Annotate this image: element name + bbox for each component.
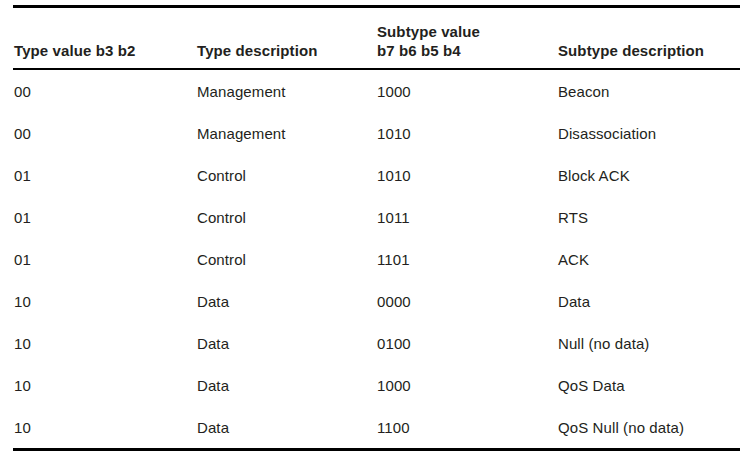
cell-type-value: 10	[13, 364, 196, 406]
cell-subtype-description: Null (no data)	[557, 322, 740, 364]
cell-type-value: 01	[13, 196, 196, 238]
cell-subtype-description: Disassociation	[557, 112, 740, 154]
cell-subtype-description: RTS	[557, 196, 740, 238]
cell-subtype-value: 1100	[376, 406, 557, 450]
cell-subtype-value: 1101	[376, 238, 557, 280]
cell-subtype-description: Block ACK	[557, 154, 740, 196]
column-header-subtype-value: Subtype value b7 b6 b5 b4	[376, 7, 557, 70]
table-row: 00Management1000Beacon	[13, 69, 740, 112]
table-body: 00Management1000Beacon00Management1010Di…	[13, 69, 740, 450]
frame-type-table: Type value b3 b2 Type description Subtyp…	[13, 5, 740, 451]
column-header-label: Subtype description	[558, 42, 704, 59]
cell-type-description: Management	[196, 112, 376, 154]
cell-subtype-value: 1000	[376, 69, 557, 112]
cell-type-value: 10	[13, 280, 196, 322]
table-row: 00Management1010Disassociation	[13, 112, 740, 154]
column-header-subtype-description: Subtype description	[557, 7, 740, 70]
cell-type-value: 10	[13, 322, 196, 364]
table-row: 10Data1000QoS Data	[13, 364, 740, 406]
cell-type-description: Control	[196, 238, 376, 280]
cell-subtype-description: Data	[557, 280, 740, 322]
cell-type-description: Data	[196, 406, 376, 450]
table-row: 01Control1010Block ACK	[13, 154, 740, 196]
cell-subtype-value: 1011	[376, 196, 557, 238]
column-header-label: Type value b3 b2	[14, 42, 135, 59]
cell-subtype-value: 0100	[376, 322, 557, 364]
table-row: 10Data0100Null (no data)	[13, 322, 740, 364]
column-header-label-line2: b7 b6 b5 b4	[377, 42, 461, 59]
cell-type-description: Data	[196, 322, 376, 364]
cell-type-value: 00	[13, 112, 196, 154]
cell-type-description: Management	[196, 69, 376, 112]
cell-subtype-value: 0000	[376, 280, 557, 322]
cell-subtype-description: ACK	[557, 238, 740, 280]
cell-subtype-description: Beacon	[557, 69, 740, 112]
table-row: 10Data0000Data	[13, 280, 740, 322]
table-row: 01Control1101ACK	[13, 238, 740, 280]
frame-type-table-container: Type value b3 b2 Type description Subtyp…	[13, 5, 740, 451]
column-header-label: Type description	[197, 42, 318, 59]
cell-subtype-value: 1010	[376, 154, 557, 196]
cell-type-description: Data	[196, 364, 376, 406]
header-row: Type value b3 b2 Type description Subtyp…	[13, 7, 740, 70]
cell-subtype-value: 1000	[376, 364, 557, 406]
cell-subtype-description: QoS Data	[557, 364, 740, 406]
table-row: 01Control1011RTS	[13, 196, 740, 238]
column-header-type-description: Type description	[196, 7, 376, 70]
cell-type-value: 10	[13, 406, 196, 450]
cell-subtype-value: 1010	[376, 112, 557, 154]
cell-type-value: 01	[13, 154, 196, 196]
cell-type-description: Control	[196, 196, 376, 238]
cell-type-value: 00	[13, 69, 196, 112]
cell-subtype-description: QoS Null (no data)	[557, 406, 740, 450]
cell-type-value: 01	[13, 238, 196, 280]
cell-type-description: Control	[196, 154, 376, 196]
table-header: Type value b3 b2 Type description Subtyp…	[13, 7, 740, 70]
table-row: 10Data1100QoS Null (no data)	[13, 406, 740, 450]
column-header-type-value: Type value b3 b2	[13, 7, 196, 70]
column-header-label-line1: Subtype value	[377, 23, 480, 40]
cell-type-description: Data	[196, 280, 376, 322]
